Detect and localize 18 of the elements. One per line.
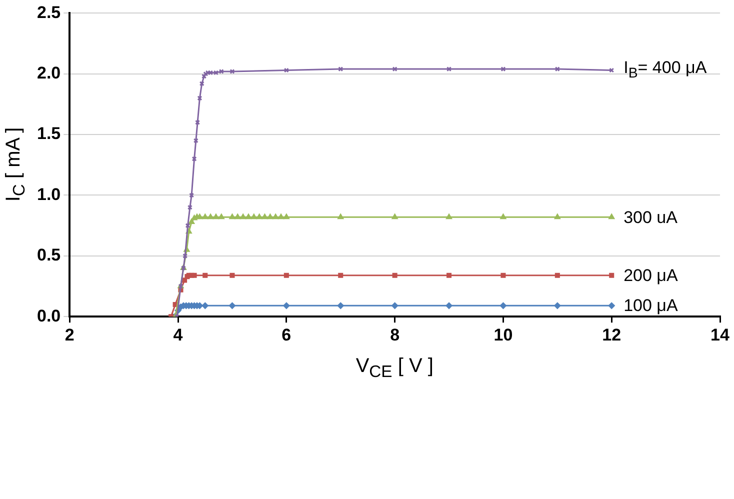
x-tick-label: 2 [64, 325, 74, 344]
series-label: 100 μA [624, 296, 678, 316]
y-tick-label: 0.0 [36, 306, 61, 326]
x-tick-label: 8 [390, 325, 400, 344]
y-tick-label: 1.0 [36, 184, 61, 204]
series-label: 300 uA [624, 208, 678, 227]
y-tick-label: 2.0 [36, 64, 61, 83]
x-tick-label: 14 [710, 325, 730, 344]
series-label: I$_{B}$= 400 μA [624, 58, 707, 82]
series-label: 200 μA [624, 266, 678, 285]
y-tick-label: 1.5 [36, 124, 61, 144]
x-tick-label: 10 [494, 325, 513, 344]
x-tick-label: 6 [282, 325, 292, 344]
x-axis-title: V$_{CE}$ [ V ] [356, 354, 434, 382]
x-tick-label: 12 [602, 325, 622, 344]
y-tick-label: 0.5 [36, 246, 61, 265]
x-tick-label: 4 [173, 325, 184, 344]
y-tick-label: 2.5 [36, 2, 61, 22]
